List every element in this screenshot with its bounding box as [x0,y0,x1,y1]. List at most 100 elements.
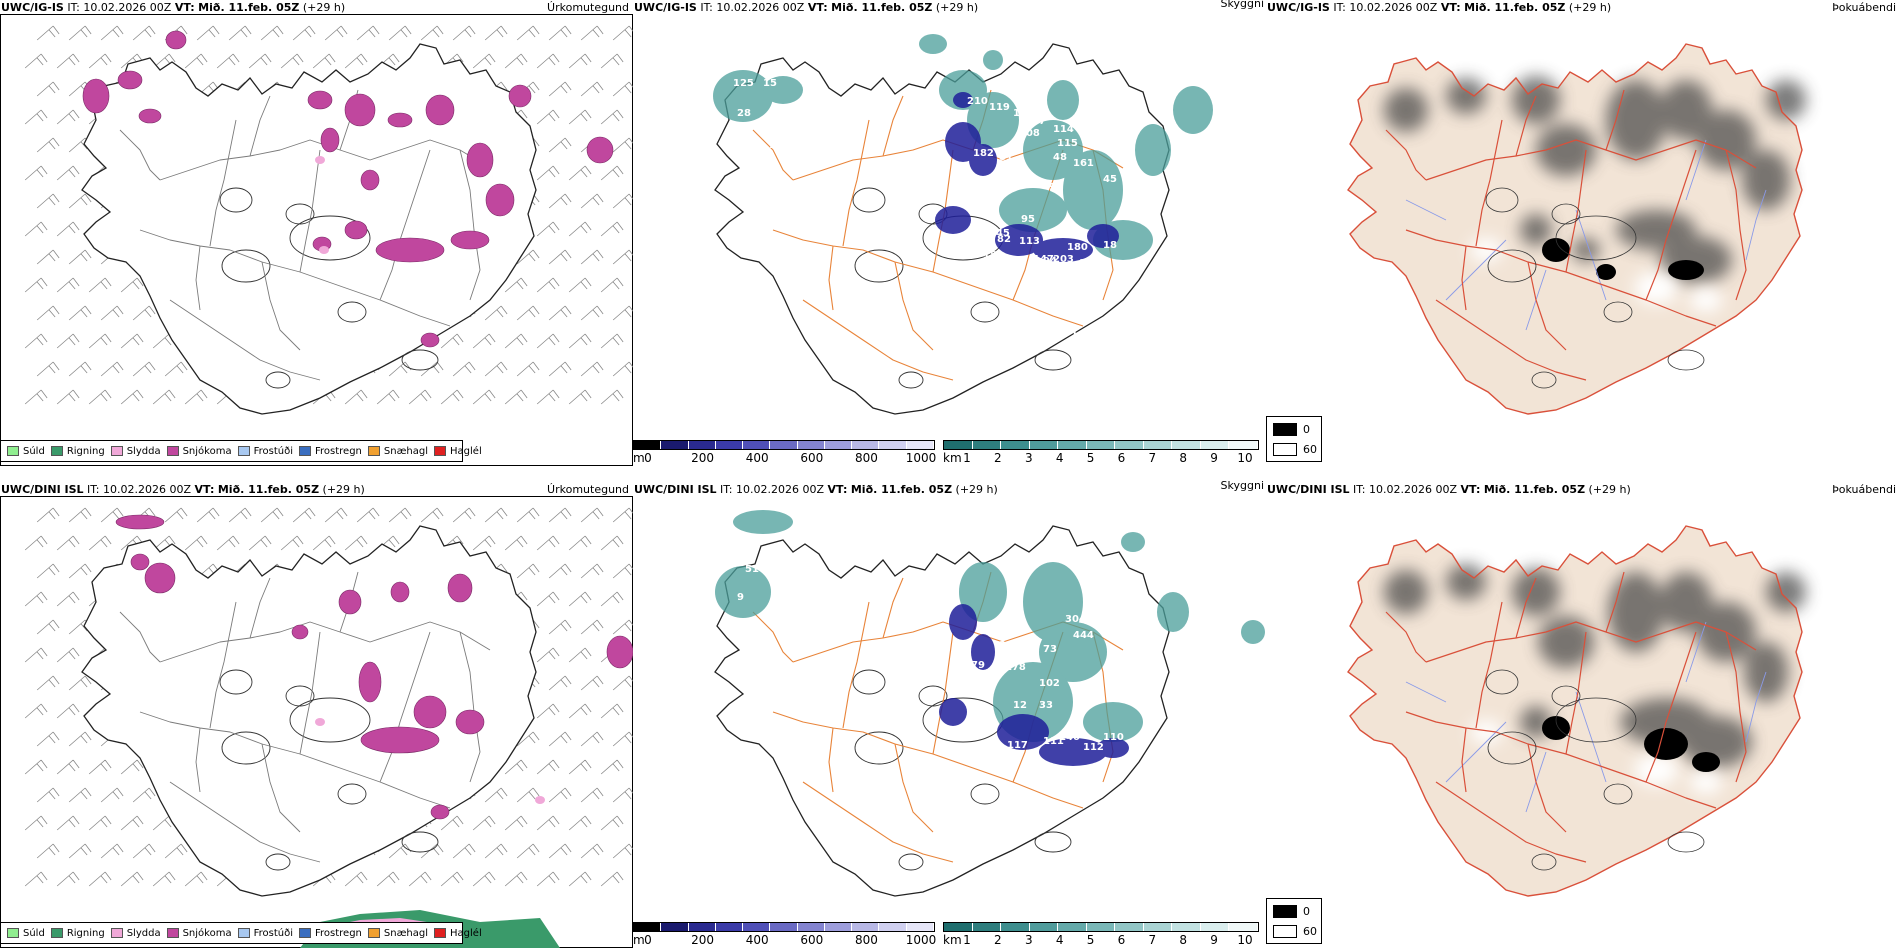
visibility-value: 51 [745,564,759,575]
legend-item: Frostregn [299,446,362,457]
snow-areas [82,30,614,348]
visibility-value: 20 [999,640,1013,651]
legend-item: Súld [7,446,45,457]
colorbar-cell [1086,441,1116,449]
height-colorbar: m 0 200 400 600 800 1000 [633,922,936,950]
colorbar-unit: km [943,933,962,947]
panel-title: UWC/DINI ISL IT: 10.02.2026 00Z VT: Mið.… [1,483,365,496]
legend-item: Súld [7,928,45,939]
legend-swatch [367,446,380,456]
sleet-areas [315,718,545,804]
legend-label: Frostúði [253,927,293,939]
colorbar-cells [633,440,935,450]
colorbar-cell [879,923,907,931]
lead-time: (+29 h) [1588,483,1631,496]
colorbar-tick: 1 [963,933,971,947]
visibility-value: 210 [967,96,988,107]
legend-label: Súld [23,927,45,939]
legend-item: Rigning [50,928,105,939]
colorbar-cell [944,923,973,931]
legend-swatch [110,928,123,938]
valid-time-value: Mið. 11.feb. 05Z [1464,1,1566,14]
colorbar-tick: 5 [1086,933,1095,947]
legend-swatch [166,928,179,938]
legend-item: Rigning [50,446,105,457]
init-time-value: 10.02.2026 00Z [83,1,172,14]
colorbar-tick: 600 [800,451,824,465]
colorbar-cell [1229,441,1259,449]
lead-time: (+29 h) [955,483,998,496]
legend-label: Frostregn [315,445,362,457]
panel-title: UWC/DINI ISL IT: 10.02.2026 00Z VT: Mið.… [1267,483,1631,496]
fog-legend-label-high: 0 [1303,905,1310,918]
visibility-value: 79 [971,660,985,671]
colorbar-tick: 400 [745,933,769,947]
visibility-value: 7 [915,684,922,695]
legend-label: Súld [23,445,45,457]
visibility-value: 81 [999,152,1013,163]
colorbar-cell [634,923,662,931]
visibility-panel: 125 15 28 115 210 119 186 187 108 114 115 48 161 182 8… [633,0,1266,466]
panel-title: UWC/IG-IS IT: 10.02.2026 00Z VT: Mið. 11… [1267,1,1611,14]
colorbar-cells [633,922,935,932]
legend-item: Frostregn [299,928,362,939]
visibility-value: 33 [1039,700,1053,711]
legend-item: Snjókoma [166,928,232,939]
visibility-value: 108 [1019,128,1040,139]
colorbar-tick: 0 [644,451,652,465]
lead-time: (+29 h) [935,1,979,14]
precip-legend: Súld Rigning Slydda Snjókoma Frostúði Frostre… [0,440,482,462]
legend-label: Haglél [450,927,482,939]
colorbar-cell [688,441,716,449]
panel-title: UWC/IG-IS IT: 10.02.2026 00Z VT: Mið. 11… [634,1,978,14]
colorbar-cell [1115,441,1144,449]
visibility-value: 285 [973,706,994,717]
visibility-value: 114 [1053,124,1074,135]
visibility-value: 18 [1103,240,1117,251]
colorbar-tick: 600 [800,933,824,947]
visibility-value: 82 [997,234,1011,245]
legend-label: Snjókoma [182,445,232,457]
colorbar-cell [852,441,880,449]
visibility-value: 186 [1013,108,1034,119]
visibility-value: 18 [983,250,997,261]
variable-name: Úrkomutegund [547,483,629,496]
low-ceiling-areas [935,92,1119,262]
visibility-value: 399 [1251,164,1266,175]
colorbar-tick: 8 [1179,451,1188,465]
init-time-label: IT: [87,483,100,496]
colorbar-unit: m [633,933,645,947]
init-time-label: IT: [700,1,713,14]
precip-map [24,25,633,415]
legend-swatch [434,446,447,456]
colorbar-cell [715,441,744,449]
fog-index-panel: UWC/IG-IS IT: 10.02.2026 00Z VT: Mið. 11… [1266,0,1900,466]
legend-item: Snæhagl [367,928,428,939]
clear-areas [1470,238,1722,312]
init-time-value: 10.02.2026 00Z [736,483,825,496]
colorbar-cell [1143,441,1173,449]
model-name: UWC/DINI ISL [1,483,84,496]
colorbar-ticks: m 0 200 400 600 800 1000 [633,450,936,465]
visibility-value: 95 [1021,214,1035,225]
model-name: UWC/IG-IS [1,1,64,14]
valid-time-label: VT: [807,1,828,14]
precip-map [24,507,633,948]
visibility-panel: 51 9 79 20 167 178 73 304 444 30 102 285 33 117 111 146… [633,479,1266,950]
colorbar-unit: km [943,451,962,465]
visibility-value: 12 [1013,700,1027,711]
init-time-value: 10.02.2026 00Z [1369,483,1458,496]
colorbar-tick: 800 [854,451,878,465]
valid-time-label: VT: [1440,1,1461,14]
colorbar-tick: 1 [963,451,971,465]
colorbar-cell [797,441,825,449]
colorbar-cell [879,441,907,449]
colorbar-cell [661,923,689,931]
init-time-label: IT: [67,1,80,14]
visibility-value: 28 [737,108,751,119]
visibility-value: 178 [1005,662,1026,673]
colorbar-tick: 6 [1117,933,1126,947]
colorbar-tick: 400 [745,451,769,465]
legend-item: Snæhagl [367,446,428,457]
